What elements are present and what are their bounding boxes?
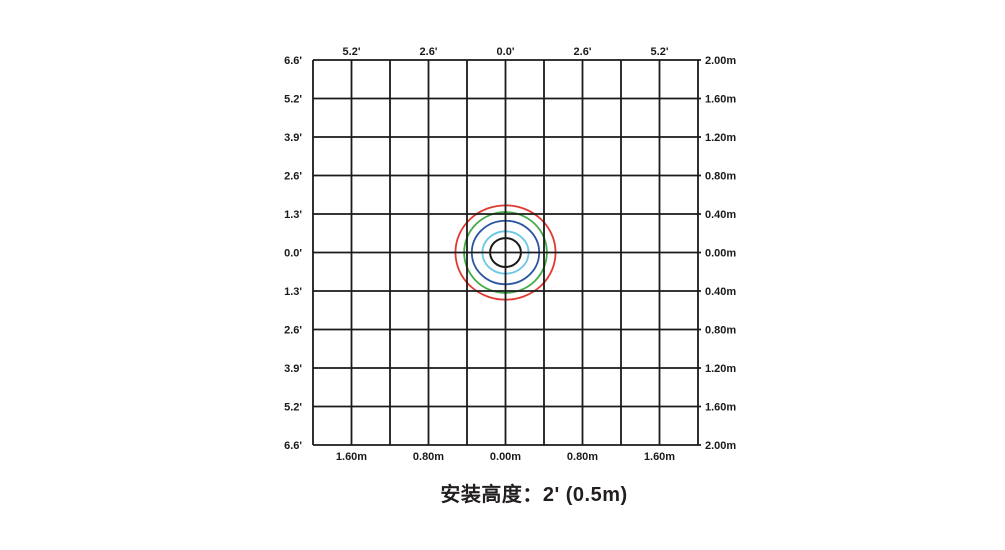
tick-label-bottom: 1.60m	[336, 451, 367, 463]
tick-label-top: 0.0'	[497, 46, 515, 58]
tick-label-left: 1.3'	[284, 286, 302, 298]
tick-label-left: 3.9'	[284, 132, 302, 144]
tick-label-left: 3.9'	[284, 363, 302, 375]
tick-label-top: 5.2'	[343, 46, 361, 58]
tick-label-left: 6.6'	[284, 55, 302, 67]
tick-label-left: 2.6'	[284, 171, 302, 183]
tick-label-right: 0.80m	[705, 171, 736, 183]
tick-label-bottom: 0.80m	[567, 451, 598, 463]
tick-label-right: 2.00m	[705, 440, 736, 452]
tick-label-bottom: 0.80m	[413, 451, 444, 463]
tick-label-right: 0.40m	[705, 286, 736, 298]
tick-label-right: 1.20m	[705, 132, 736, 144]
tick-label-right: 1.60m	[705, 402, 736, 414]
tick-label-bottom: 1.60m	[644, 451, 675, 463]
tick-label-top: 2.6'	[574, 46, 592, 58]
tick-label-left: 2.6'	[284, 325, 302, 337]
tick-label-left: 1.3'	[284, 209, 302, 221]
tick-label-right: 0.00m	[705, 248, 736, 260]
tick-label-right: 1.60m	[705, 94, 736, 106]
tick-label-top: 2.6'	[420, 46, 438, 58]
tick-label-left: 0.0'	[284, 248, 302, 260]
tick-label-right: 1.20m	[705, 363, 736, 375]
tick-label-left: 6.6'	[284, 440, 302, 452]
tick-label-right: 0.40m	[705, 209, 736, 221]
tick-label-left: 5.2'	[284, 94, 302, 106]
tick-label-top: 5.2'	[651, 46, 669, 58]
tick-label-right: 2.00m	[705, 55, 736, 67]
tick-label-left: 5.2'	[284, 402, 302, 414]
tick-label-bottom: 0.00m	[490, 451, 521, 463]
mount-height-caption: 安装高度：2' (0.5m)	[440, 484, 628, 506]
tick-label-right: 0.80m	[705, 325, 736, 337]
